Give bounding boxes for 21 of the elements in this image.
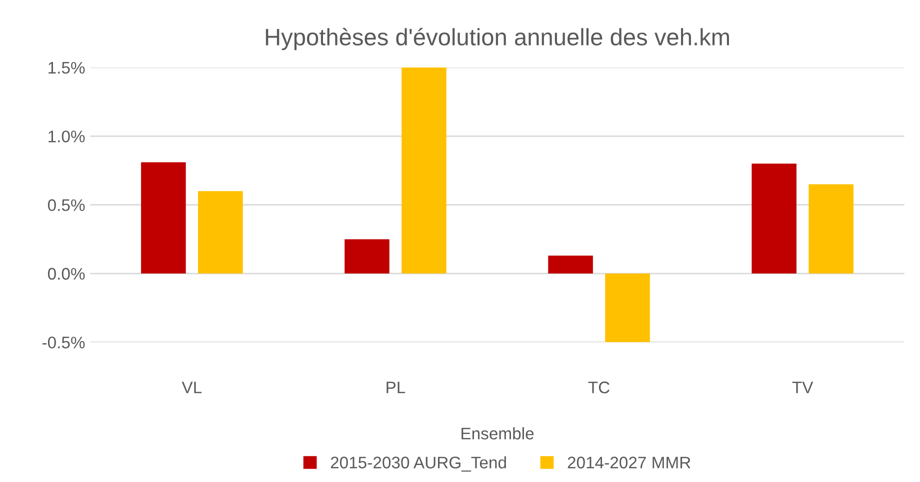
bar <box>141 162 186 274</box>
bar <box>548 256 593 274</box>
y-tick-label: 1.5% <box>48 62 85 74</box>
bar <box>752 164 796 274</box>
x-tick-label: TC <box>588 382 610 394</box>
y-tick-label: -0.5% <box>42 336 85 348</box>
legend-label: 2015-2030 AURG_Tend <box>330 456 506 472</box>
bar <box>198 191 243 274</box>
x-axis-title: Ensemble <box>462 427 534 440</box>
bar <box>402 67 446 274</box>
bar <box>808 184 854 274</box>
chart-title: Hypothèses d'évolution annuelle des veh.km <box>266 28 729 50</box>
y-tick-label: 0.5% <box>48 199 85 212</box>
x-tick-label: VL <box>182 382 202 394</box>
bar <box>605 274 650 342</box>
legend-label: 2014-2027 MMR <box>568 456 690 468</box>
x-tick-label: PL <box>386 382 406 394</box>
y-tick-label: 1.0% <box>48 130 85 142</box>
x-tick-label: TV <box>792 382 814 394</box>
y-tick-label: 0.0% <box>48 268 85 280</box>
bar <box>344 239 390 274</box>
